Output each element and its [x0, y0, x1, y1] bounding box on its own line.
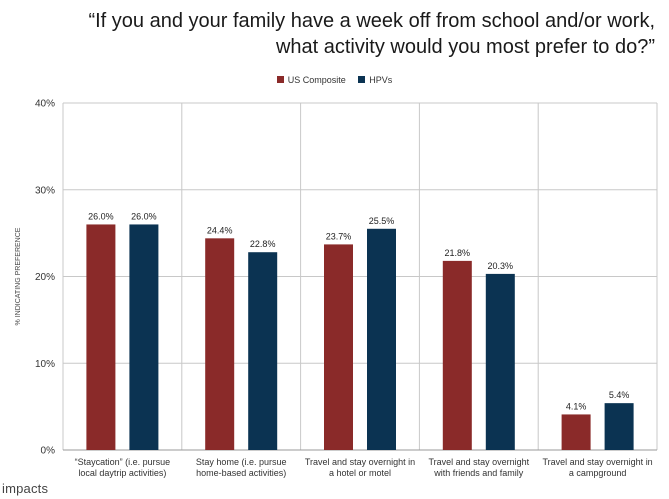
bar-us-composite-2 [324, 244, 353, 450]
bar-hpvs-3 [485, 273, 515, 450]
y-tick-label-3: 30% [35, 185, 55, 196]
category-label-3-line-1: with friends and family [433, 468, 524, 478]
chart-title-line-2: what activity would you most prefer to d… [275, 36, 655, 58]
y-tick-label-0: 0% [41, 446, 56, 457]
legend-entry-us-composite: US Composite [276, 74, 346, 85]
data-label-hpvs-3: 20.3% [488, 261, 514, 271]
bar-us-composite-0 [86, 224, 116, 450]
data-label-hpvs-4: 5.4% [609, 390, 630, 400]
bar-us-composite-3 [442, 260, 472, 450]
category-label-2-line-0: Travel and stay overnight in [305, 457, 415, 467]
data-label-hpvs-1: 22.8% [250, 239, 276, 249]
y-tick-label-4: 40% [35, 99, 55, 110]
chart-title: “If you and your family have a week off … [55, 8, 655, 60]
data-label-us-composite-4: 4.1% [566, 401, 587, 411]
category-label-2-line-1: a hotel or motel [329, 468, 391, 478]
category-label-3-line-0: Travel and stay overnight [428, 457, 529, 467]
category-label-1-line-0: Stay home (i.e. pursue [196, 457, 287, 467]
bar-us-composite-1 [205, 238, 235, 450]
y-tick-label-2: 20% [35, 272, 55, 283]
bar-hpvs-1 [248, 252, 278, 450]
category-label-0-line-1: local daytrip activities) [78, 468, 166, 478]
bar-us-composite-4 [561, 414, 591, 450]
data-label-us-composite-0: 26.0% [88, 211, 114, 221]
data-label-us-composite-3: 21.8% [445, 248, 471, 258]
legend-label-hpvs: HPVs [369, 74, 393, 85]
chart-legend: US Composite HPVs [0, 74, 669, 85]
legend-swatch-hpvs [358, 76, 366, 84]
chart-title-line-1: “If you and your family have a week off … [88, 10, 655, 32]
bar-hpvs-2 [367, 228, 396, 450]
data-label-hpvs-2: 25.5% [369, 216, 395, 226]
bar-hpvs-0 [129, 224, 159, 450]
data-label-hpvs-0: 26.0% [131, 211, 157, 221]
legend-label-us-composite: US Composite [287, 74, 346, 85]
category-label-4-line-1: a campground [569, 468, 627, 478]
y-axis-label: % INDICATING PREFERENCE [15, 227, 22, 325]
data-label-us-composite-2: 23.7% [326, 231, 352, 241]
impacts-logo: impacts [2, 481, 49, 496]
category-label-1-line-1: home-based activities) [196, 468, 286, 478]
legend-swatch-us-composite [276, 76, 284, 84]
bar-hpvs-4 [604, 403, 634, 450]
category-label-0-line-0: “Staycation” (i.e. pursue [75, 457, 171, 467]
data-label-us-composite-1: 24.4% [207, 225, 233, 235]
y-tick-label-1: 10% [35, 359, 55, 370]
category-label-4-line-0: Travel and stay overnight in [542, 457, 652, 467]
legend-entry-hpvs: HPVs [358, 75, 392, 85]
